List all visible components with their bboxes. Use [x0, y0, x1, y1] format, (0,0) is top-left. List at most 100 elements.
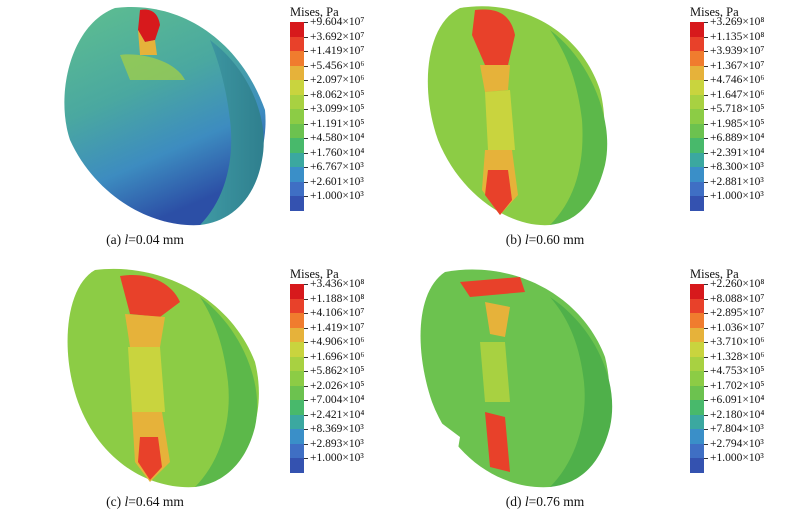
legend-label: +5.718×10⁵: [710, 103, 765, 115]
legend-swatch: [290, 356, 304, 371]
legend-swatch: [290, 342, 304, 357]
legend-tick: [304, 429, 308, 430]
legend-label: +6.091×10⁴: [710, 394, 765, 406]
caption-c: (c) l=0.64 mm: [0, 494, 290, 510]
legend-tick: [704, 80, 708, 81]
legend-tick: [304, 327, 308, 329]
legend-a: Mises, Pa +9.604×10⁷ +3.692×10⁷ +1.419×10⁷…: [290, 4, 400, 211]
caption-value: =0.60 mm: [528, 232, 585, 247]
legend-label: +3.269×10⁸: [710, 16, 765, 28]
legend-tick: [704, 196, 708, 197]
legend-tick: [304, 458, 308, 459]
legend-swatch: [690, 385, 704, 400]
legend-title: Mises, Pa: [690, 5, 739, 19]
legend-swatch: [690, 414, 704, 429]
legend-tick: [704, 36, 708, 38]
legend-c: Mises, Pa +3.436×10⁸ +1.188×10⁸ +4.106×10⁷…: [290, 266, 400, 473]
legend-tick: [304, 94, 308, 96]
legend-title: Mises, Pa: [290, 5, 339, 19]
legend-label: +1.367×10⁷: [710, 59, 765, 72]
legend-tick: [704, 400, 708, 401]
legend-label: +8.062×10⁵: [310, 88, 365, 101]
legend-swatch: [290, 313, 304, 328]
legend-swatch: [690, 458, 704, 473]
legend-colorbar: [290, 284, 304, 473]
legend-tick: [704, 181, 708, 183]
legend-tick: [304, 284, 308, 285]
legend-label: +4.106×10⁷: [310, 307, 365, 319]
legend-label: +9.604×10⁷: [310, 16, 365, 28]
legend-tick: [304, 36, 308, 38]
legend-label: +2.097×10⁶: [310, 74, 365, 86]
legend-tick: [304, 356, 308, 358]
panel-a: Mises, Pa +9.604×10⁷ +3.692×10⁷ +1.419×10⁷…: [0, 0, 400, 262]
legend-label: +2.180×10⁴: [710, 408, 765, 421]
legend-tick: [704, 385, 708, 387]
legend-swatch: [290, 429, 304, 444]
legend-label: +1.036×10⁷: [710, 321, 765, 334]
legend-label: +2.391×10⁴: [710, 146, 765, 159]
legend-swatch: [690, 284, 704, 299]
legend-tick: [304, 313, 308, 314]
legend-label: +3.692×10⁷: [310, 30, 365, 43]
legend-colorbar: [690, 284, 704, 473]
legend-label: +1.188×10⁸: [310, 292, 365, 305]
legend-swatch: [290, 36, 304, 51]
legend-tick: [304, 167, 308, 168]
legend-label: +7.804×10³: [710, 423, 764, 435]
caption-prefix: (d): [505, 494, 525, 509]
caption-prefix: (b): [505, 232, 525, 247]
legend-swatch: [290, 22, 304, 37]
legend-tick: [304, 152, 308, 154]
legend-label: +3.099×10⁵: [310, 103, 365, 115]
caption-variable: l: [124, 232, 129, 247]
legend-label: +1.419×10⁷: [310, 321, 365, 334]
caption-value: =0.04 mm: [128, 232, 184, 247]
legend-b: Mises, Pa +3.269×10⁸ +1.135×10⁸ +3.939×10⁷…: [690, 4, 800, 211]
legend-swatch: [690, 109, 704, 124]
legend-title: Mises, Pa: [690, 267, 739, 281]
legend-swatch: [690, 138, 704, 153]
legend-label: +1.760×10⁴: [310, 146, 365, 159]
legend-tick: [304, 181, 308, 183]
legend-swatch: [690, 65, 704, 80]
legend-tick: [704, 22, 708, 23]
stress-contour-b: [427, 6, 608, 226]
legend-swatch: [690, 298, 704, 313]
legend-swatch: [690, 181, 704, 196]
caption-prefix: (a): [106, 232, 125, 247]
legend-tick: [704, 109, 708, 110]
legend-swatch: [690, 313, 704, 328]
legend-swatch: [290, 298, 304, 313]
stress-contour-d: [420, 269, 613, 488]
legend-tick: [704, 313, 708, 314]
caption-variable: l: [524, 494, 529, 509]
legend-tick: [704, 123, 708, 125]
legend-tick: [304, 196, 308, 197]
legend-label: +7.004×10⁴: [310, 394, 365, 406]
legend-label: +2.260×10⁸: [710, 278, 765, 290]
legend-swatch: [290, 51, 304, 66]
legend-tick: [704, 167, 708, 168]
legend-tick: [304, 371, 308, 372]
legend-tick: [704, 138, 708, 139]
legend-label: +2.794×10³: [710, 437, 764, 450]
legend-tick: [704, 356, 708, 358]
legend-swatch: [290, 284, 304, 299]
legend-label: +1.419×10⁷: [310, 45, 365, 57]
legend-swatch: [690, 36, 704, 51]
legend-swatch: [290, 152, 304, 167]
legend-label: +3.436×10⁸: [310, 278, 365, 290]
legend-swatch: [690, 342, 704, 357]
legend-label: +2.895×10⁷: [710, 307, 765, 319]
legend-swatch: [290, 138, 304, 153]
legend-swatch: [690, 371, 704, 386]
legend-label: +3.710×10⁶: [710, 336, 765, 348]
legend-label: +2.026×10⁵: [310, 379, 365, 392]
legend-d: Mises, Pa +2.260×10⁸ +8.088×10⁷ +2.895×10⁷…: [690, 266, 800, 473]
legend-label: +1.000×10³: [310, 452, 364, 464]
legend-swatch: [290, 385, 304, 400]
legend-tick: [304, 385, 308, 387]
legend-swatch: [690, 123, 704, 138]
legend-label: +4.746×10⁶: [710, 74, 765, 86]
